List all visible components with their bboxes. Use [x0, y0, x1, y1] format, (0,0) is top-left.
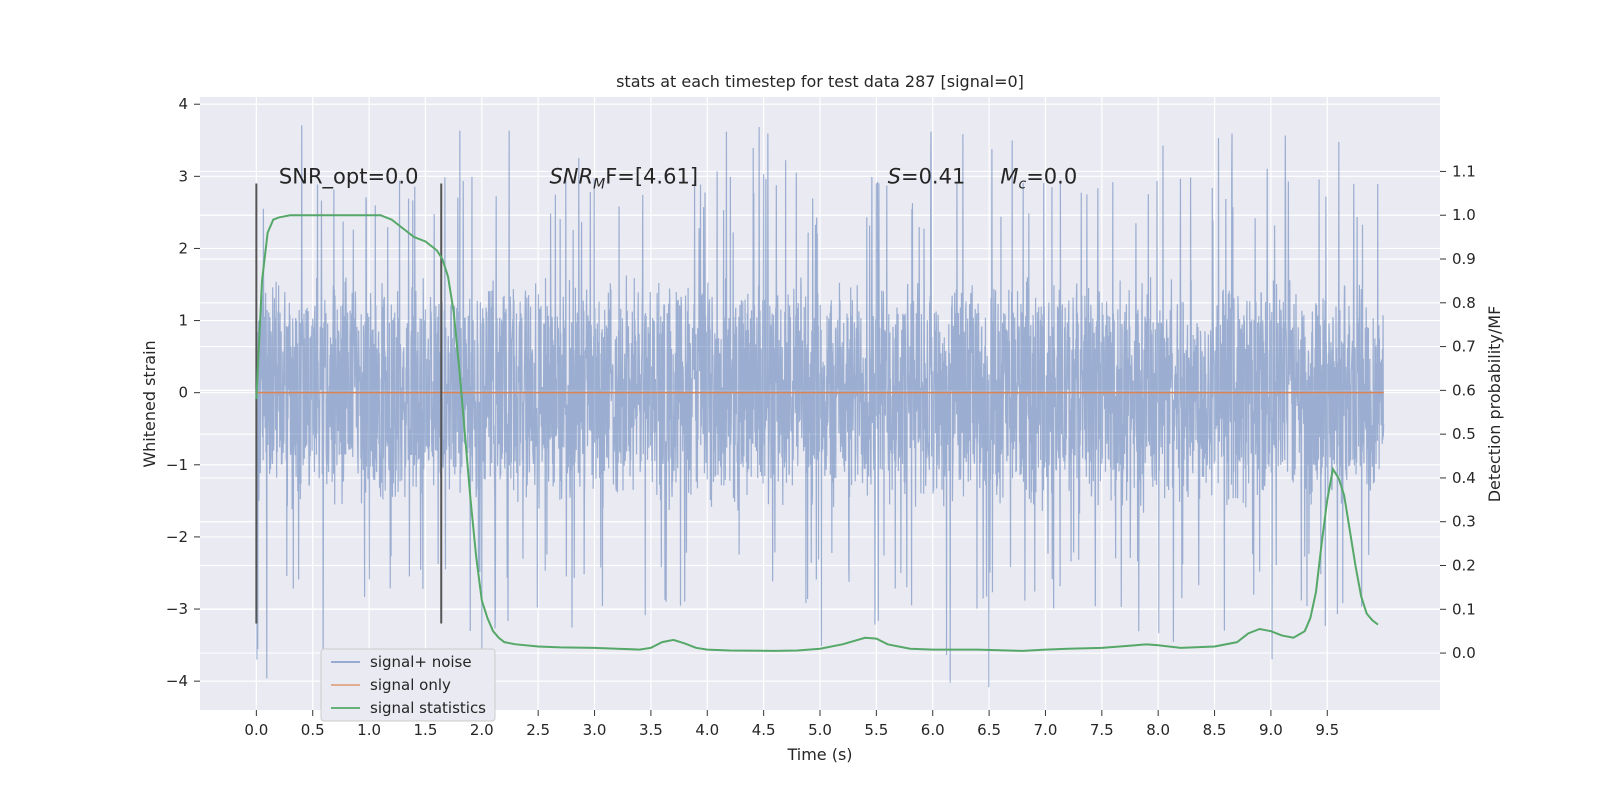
x-tick-label: 5.0: [808, 721, 832, 739]
noise-line: [255, 125, 1385, 688]
y-tick-label: −1: [166, 456, 188, 474]
annotation-0: SNR_opt=0.0: [279, 164, 419, 189]
x-tick-label: 8.5: [1203, 721, 1227, 739]
annotation-2: S=0.41: [888, 164, 966, 188]
x-tick-label: 4.5: [752, 721, 776, 739]
x-tick-label: 8.0: [1146, 721, 1170, 739]
y2-tick-label: 0.1: [1452, 600, 1476, 618]
legend: signal+ noise signal only signal statist…: [320, 648, 496, 722]
x-tick-label: 3.0: [583, 721, 607, 739]
x-tick-label: 1.5: [414, 721, 438, 739]
y2-tick-label: 0.0: [1452, 644, 1476, 662]
x-axis-label: Time (s): [786, 745, 852, 764]
chart-title: stats at each timestep for test data 287…: [616, 72, 1024, 91]
y2-tick-label: 0.8: [1452, 294, 1476, 312]
y2-tick-label: 0.9: [1452, 250, 1476, 268]
y-tick-label: −2: [166, 528, 188, 546]
y-tick-label: −3: [166, 600, 188, 618]
x-tick-label: 0.0: [244, 721, 268, 739]
legend-box: [320, 648, 496, 722]
y2-tick-label: 0.4: [1452, 469, 1476, 487]
y2-tick-label: 0.7: [1452, 338, 1476, 356]
x-tick-label: 3.5: [639, 721, 663, 739]
y2-axis-label: Detection probability/MF: [1485, 306, 1504, 503]
annotations: SNR_opt=0.0 SNRMF=[4.61] S=0.41 Mc=0.0: [279, 164, 1077, 192]
y-tick-label: −4: [166, 672, 188, 690]
y-axis-label: Whitened strain: [140, 340, 159, 467]
x-tick-label: 1.0: [357, 721, 381, 739]
x-tick-label: 6.0: [921, 721, 945, 739]
x-tick-label: 4.0: [695, 721, 719, 739]
noise-series: [255, 125, 1385, 688]
x-tick-label: 2.5: [526, 721, 550, 739]
legend-label-signal: signal only: [370, 676, 451, 694]
y-tick-label: 3: [178, 167, 188, 185]
annotation-3: Mc=0.0: [1000, 164, 1077, 192]
y-tick-label: 2: [178, 239, 188, 257]
x-tick-label: 0.5: [301, 721, 325, 739]
x-tick-label: 9.5: [1315, 721, 1339, 739]
y-tick-label: 0: [178, 384, 188, 402]
x-axis-ticks: 0.0 0.5 1.0 1.5 2.0 2.5 3.0 3.5 4.0 4.5 5.0 5.5 6.0 6…: [244, 710, 1339, 739]
x-tick-label: 7.0: [1034, 721, 1058, 739]
stats-series: [255, 214, 1379, 652]
annotation-1: SNRMF=[4.61]: [549, 164, 698, 192]
y2-tick-label: 0.6: [1452, 381, 1476, 399]
y-tick-label: 1: [178, 312, 188, 330]
y-tick-label: 4: [178, 95, 188, 113]
y2-tick-label: 0.5: [1452, 425, 1476, 443]
x-tick-label: 2.0: [470, 721, 494, 739]
y-axis-ticks: −4 −3 −2 −1 0 1 2 3 4: [166, 95, 200, 690]
legend-label-noise: signal+ noise: [370, 653, 472, 671]
y2-tick-label: 0.3: [1452, 513, 1476, 531]
y2-tick-label: 0.2: [1452, 557, 1476, 575]
x-tick-label: 9.0: [1259, 721, 1283, 739]
legend-label-stats: signal statistics: [370, 699, 486, 717]
x-tick-label: 5.5: [864, 721, 888, 739]
y2-tick-label: 1.0: [1452, 206, 1476, 224]
y2-tick-label: 1.1: [1452, 162, 1476, 180]
y2-axis-ticks: 0.0 0.1 0.2 0.3 0.4 0.5 0.6 0.7 0.8 0.9 1.0 1.1: [1440, 162, 1476, 662]
x-tick-label: 7.5: [1090, 721, 1114, 739]
x-tick-label: 6.5: [977, 721, 1001, 739]
stats-line: [255, 214, 1379, 652]
